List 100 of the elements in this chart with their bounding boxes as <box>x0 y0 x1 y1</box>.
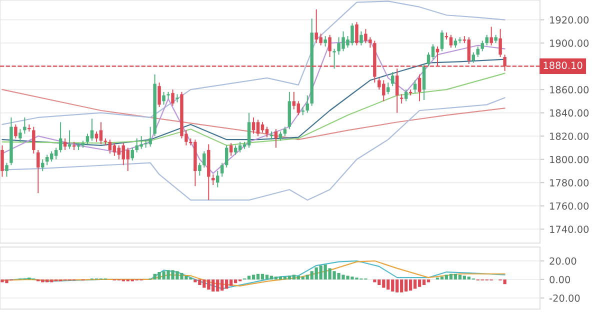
bar <box>418 279 422 287</box>
candlestick <box>224 144 228 168</box>
candlestick <box>68 130 72 150</box>
candlestick <box>485 34 488 46</box>
bar <box>274 276 278 280</box>
candlestick <box>498 28 502 58</box>
candlestick <box>216 170 220 188</box>
candlestick <box>422 63 426 101</box>
line-series <box>2 89 506 140</box>
candlestick <box>360 30 363 46</box>
candlestick <box>292 91 296 110</box>
candlestick <box>158 82 161 108</box>
candlestick <box>171 89 174 106</box>
candlestick <box>108 139 112 154</box>
bar <box>444 274 448 280</box>
y-tick-label: 20.00 <box>550 257 576 265</box>
candlestick <box>202 150 206 168</box>
bar <box>194 279 197 282</box>
line-series <box>2 0 506 126</box>
candlestick <box>58 122 62 153</box>
candlestick <box>454 38 458 48</box>
candlestick <box>274 128 278 148</box>
y-tick-label: 1800.00 <box>550 156 589 164</box>
candlestick <box>260 122 264 134</box>
candlestick <box>0 144 4 178</box>
bar <box>252 274 256 280</box>
bar <box>247 276 251 280</box>
line-series <box>2 97 506 201</box>
candlestick <box>400 94 404 104</box>
candlestick <box>90 118 94 142</box>
candlestick <box>306 94 309 114</box>
y-tick-label: 1920.00 <box>550 16 589 24</box>
candlestick <box>23 117 26 134</box>
candlestick <box>391 72 394 87</box>
candlestick <box>332 48 336 70</box>
candlestick <box>162 91 166 106</box>
candlestick <box>18 128 22 142</box>
bar <box>270 276 274 280</box>
y-tick-label: 1740.00 <box>550 226 589 233</box>
candlestick <box>220 162 224 178</box>
candlestick <box>256 119 260 137</box>
bar <box>265 274 269 280</box>
candlestick <box>247 112 251 148</box>
candlestick <box>212 174 215 186</box>
candlestick <box>440 30 444 52</box>
candlestick <box>86 133 90 145</box>
candlestick <box>50 150 54 162</box>
candlestick <box>117 144 121 160</box>
candlestick <box>395 68 399 114</box>
y-tick-label: -20.00 <box>550 294 580 302</box>
candlestick <box>229 142 233 156</box>
candlestick <box>431 44 435 60</box>
y-tick-label: 1820.00 <box>550 132 589 140</box>
bar <box>413 279 417 289</box>
candlestick <box>234 144 238 156</box>
candlestick <box>5 162 8 178</box>
y-tick-label: 1860.00 <box>550 86 589 94</box>
candlestick <box>355 22 358 46</box>
bar <box>440 276 444 280</box>
ref-line-label: 1880.10 <box>544 62 582 70</box>
bar <box>256 274 260 280</box>
candlestick <box>449 34 453 48</box>
candlestick <box>63 138 67 151</box>
y-tick-label: 1780.00 <box>550 179 589 186</box>
candlestick <box>386 82 390 95</box>
candlestick <box>130 147 134 162</box>
bar <box>454 274 458 280</box>
candlestick <box>404 89 408 102</box>
candlestick <box>46 154 49 166</box>
candlestick <box>14 124 18 139</box>
candlestick <box>252 117 256 134</box>
candlestick <box>126 147 130 172</box>
candlestick <box>296 100 300 116</box>
candlestick <box>112 142 116 156</box>
candlestick <box>265 126 269 138</box>
bar <box>422 279 426 286</box>
candlestick <box>238 141 242 153</box>
y-tick-label: 1760.00 <box>550 202 589 210</box>
candlestick <box>328 34 332 58</box>
bar <box>449 274 453 280</box>
candlestick <box>41 158 44 172</box>
line-series <box>2 72 506 146</box>
bar <box>278 276 282 280</box>
candlestick <box>278 130 282 142</box>
candlestick <box>490 26 493 46</box>
bar <box>260 274 264 280</box>
candlestick <box>198 162 202 176</box>
candlestick <box>324 36 327 48</box>
y-tick-label: 1840.00 <box>550 109 589 117</box>
candlestick <box>54 147 58 160</box>
candlestick <box>32 126 36 154</box>
candlestick <box>480 40 484 52</box>
candlestick <box>122 142 126 166</box>
y-tick-label: 0.00 <box>550 276 570 284</box>
candlestick <box>94 130 98 142</box>
candlestick <box>418 74 422 102</box>
candlestick <box>472 52 476 64</box>
y-tick-label: 1900.00 <box>550 40 589 47</box>
candlestick <box>283 126 287 137</box>
candlestick <box>36 150 40 194</box>
